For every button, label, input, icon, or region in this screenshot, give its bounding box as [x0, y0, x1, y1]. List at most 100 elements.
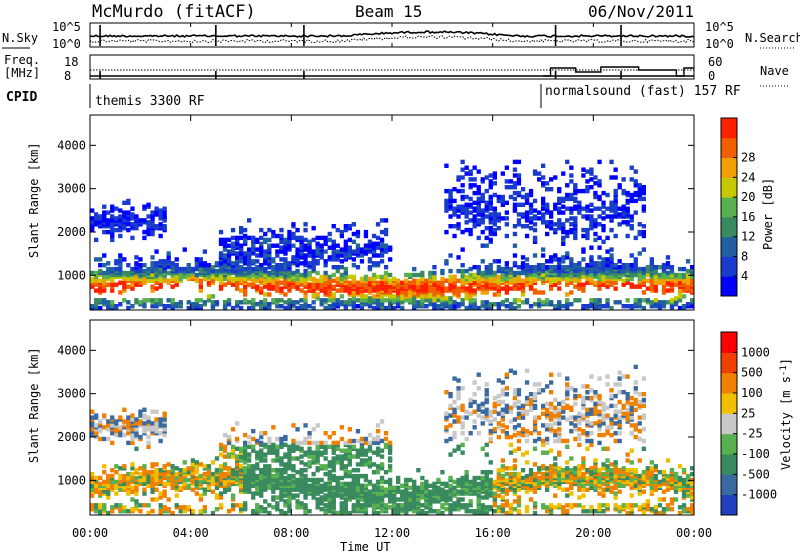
- data-cell: [661, 263, 667, 268]
- data-cell: [279, 298, 284, 303]
- data-cell: [621, 220, 626, 225]
- data-cell: [150, 261, 155, 266]
- data-cell: [243, 237, 248, 243]
- data-cell: [379, 491, 385, 496]
- data-cell: [512, 231, 518, 237]
- data-cell: [174, 274, 179, 280]
- data-cell: [94, 423, 99, 428]
- data-cell: [323, 431, 328, 436]
- data-cell: [524, 192, 530, 198]
- data-cell: [577, 427, 582, 432]
- data-cell: [351, 468, 356, 473]
- data-cell: [130, 266, 135, 272]
- data-cell: [263, 464, 268, 469]
- data-cell: [243, 227, 248, 233]
- data-cell: [126, 300, 131, 305]
- data-cell: [202, 505, 207, 510]
- data-cell: [569, 192, 574, 198]
- data-cell: [460, 415, 465, 420]
- data-cell: [235, 268, 240, 274]
- data-cell: [504, 477, 509, 483]
- data-cell: [500, 216, 505, 221]
- data-cell: [412, 266, 417, 272]
- data-cell: [351, 503, 356, 508]
- data-cell: [545, 450, 550, 455]
- data-cell: [355, 487, 361, 492]
- data-cell: [444, 163, 449, 168]
- data-cell: [263, 284, 268, 289]
- data-cell: [118, 507, 123, 512]
- data-cell: [480, 503, 485, 508]
- data-cell: [516, 399, 522, 405]
- data-cell: [541, 263, 546, 268]
- data-cell: [496, 259, 501, 264]
- data-cell: [118, 280, 123, 285]
- data-cell: [198, 473, 203, 479]
- data-cell: [335, 268, 340, 274]
- data-cell: [383, 231, 389, 237]
- data-cell: [130, 304, 135, 309]
- data-cell: [685, 268, 691, 274]
- data-cell: [102, 280, 107, 285]
- data-cell: [500, 392, 505, 397]
- data-cell: [363, 274, 369, 280]
- data-cell: [545, 436, 550, 442]
- data-cell: [98, 298, 103, 303]
- data-cell: [343, 509, 348, 514]
- data-cell: [327, 434, 332, 440]
- data-cell: [500, 380, 505, 385]
- data-cell: [239, 229, 244, 235]
- data-cell: [158, 259, 163, 264]
- data-cell: [613, 280, 618, 285]
- data-cell: [504, 165, 509, 170]
- data-cell: [291, 456, 296, 461]
- data-cell: [484, 204, 489, 209]
- data-cell: [597, 183, 602, 188]
- data-cell: [460, 204, 465, 209]
- data-cell: [110, 237, 115, 243]
- data-cell: [379, 259, 385, 264]
- data-cell: [532, 425, 538, 430]
- data-cell: [355, 468, 361, 473]
- data-cell: [331, 251, 336, 256]
- data-cell: [585, 179, 590, 184]
- data-cell: [573, 415, 578, 420]
- data-cell: [186, 466, 191, 471]
- data-cell: [271, 446, 276, 451]
- data-cell: [613, 214, 618, 219]
- data-cell: [637, 188, 642, 194]
- data-cell: [549, 390, 554, 395]
- data-cell: [230, 305, 236, 311]
- data-cell: [452, 434, 457, 440]
- data-cell: [573, 436, 578, 442]
- data-cell: [472, 409, 477, 414]
- data-cell: [484, 188, 489, 194]
- data-cell: [134, 268, 139, 274]
- data-cell: [287, 444, 292, 449]
- colorbar-swatch: [721, 157, 737, 178]
- data-cell: [146, 470, 151, 475]
- data-cell: [629, 177, 634, 182]
- data-cell: [557, 438, 562, 444]
- data-cell: [138, 503, 143, 508]
- data-cell: [468, 278, 473, 283]
- data-cell: [158, 233, 163, 239]
- data-cell: [118, 227, 123, 233]
- data-cell: [311, 471, 316, 477]
- data-cell: [504, 386, 509, 391]
- data-cell: [343, 481, 348, 487]
- data-cell: [90, 471, 95, 477]
- data-cell: [166, 304, 171, 309]
- data-cell: [589, 185, 594, 190]
- data-cell: [456, 503, 461, 508]
- data-cell: [504, 491, 509, 496]
- data-cell: [464, 503, 469, 508]
- data-cell: [90, 208, 95, 213]
- data-cell: [243, 251, 248, 256]
- data-cell: [581, 493, 586, 498]
- data-cell: [247, 218, 252, 223]
- data-cell: [392, 294, 397, 299]
- station-title: McMurdo (fitACF): [92, 2, 256, 22]
- data-cell: [573, 298, 578, 303]
- data-cell: [110, 231, 115, 237]
